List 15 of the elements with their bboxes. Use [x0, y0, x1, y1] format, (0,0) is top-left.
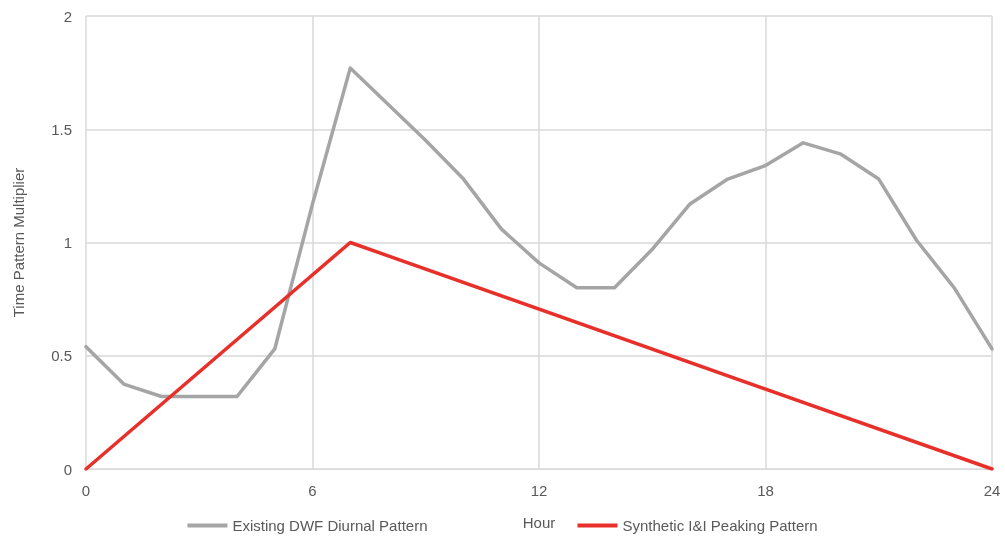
y-tick-label: 1.5: [51, 120, 72, 138]
x-tick-label: 6: [308, 482, 317, 499]
y-tick-label: 0.5: [51, 347, 72, 365]
x-tick-label: 0: [81, 482, 91, 499]
x-axis-title: Hour: [522, 514, 556, 531]
x-tick-label: 18: [757, 482, 774, 499]
y-tick-label: 2: [63, 7, 72, 25]
y-tick-label: 0: [63, 460, 72, 478]
x-tick-label: 12: [530, 482, 548, 499]
legend-label: Synthetic I&I Peaking Pattern: [622, 517, 818, 534]
line-series: [84, 66, 994, 399]
y-axis-title: Time Pattern Multiplier: [10, 167, 27, 318]
y-tick-label: 1: [63, 234, 72, 251]
legend-label: Existing DWF Diurnal Pattern: [232, 517, 428, 534]
x-tick-label: 24: [983, 482, 1001, 499]
